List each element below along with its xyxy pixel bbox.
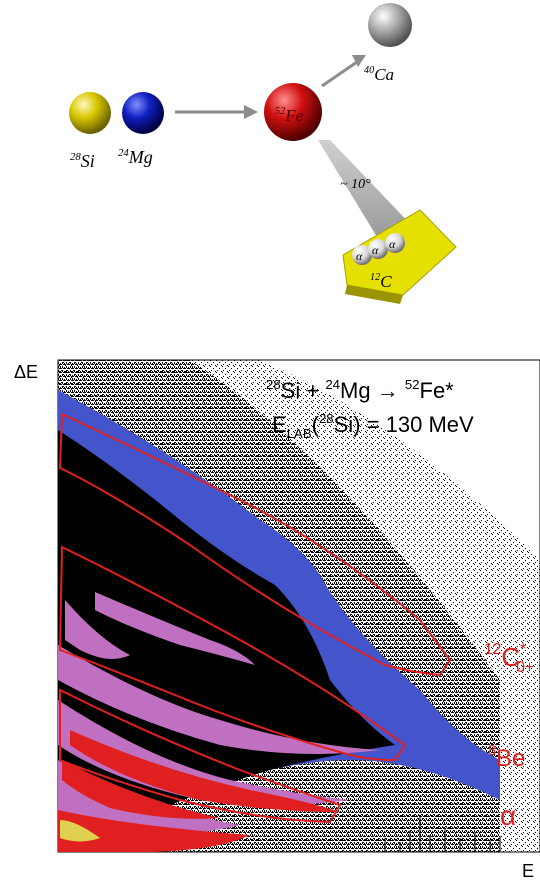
- alpha-particle-3: [385, 233, 405, 253]
- pink-band-4: [58, 700, 350, 805]
- calcium-nucleus: [368, 3, 412, 47]
- silicon-nucleus: [69, 92, 111, 134]
- label-alpha: α: [500, 800, 516, 831]
- alpha-label-2: α: [372, 243, 379, 257]
- noise-spikes: [384, 815, 501, 852]
- calcium-label: 40Ca: [364, 65, 394, 84]
- calcium-arrow: [321, 55, 366, 88]
- pink-band-2: [65, 600, 130, 659]
- magnesium-nucleus: [122, 92, 164, 134]
- red-band-3: [58, 810, 250, 852]
- silicon-label: 28Si: [70, 151, 95, 171]
- magnesium-label: 24Mg: [118, 147, 153, 167]
- pink-band-1: [95, 592, 255, 665]
- red-band-2: [62, 760, 220, 819]
- gate-be8: [58, 545, 407, 762]
- detector: [342, 209, 457, 296]
- iron-label: 52Fe: [275, 106, 304, 125]
- carbon-label: 12C: [370, 272, 392, 291]
- x-axis-label: E: [522, 861, 534, 881]
- y-axis-label: ΔE: [14, 362, 38, 382]
- emission-cone: [318, 140, 418, 250]
- alpha-label-1: α: [356, 249, 363, 263]
- detector-shadow: [345, 285, 403, 304]
- label-be8: 8Be: [488, 743, 525, 772]
- label-c12: 12C* 0+: [484, 641, 534, 676]
- yellow-spot: [60, 820, 100, 842]
- alpha-particle-2: [368, 239, 388, 259]
- beam-energy: ELAB(28Si) = 130 MeV: [272, 411, 474, 441]
- red-band-1: [70, 730, 340, 812]
- alpha-label-3: α: [389, 237, 396, 251]
- reaction-diagram: 28Si 24Mg 52Fe 40Ca ~ 10° α α α 12C: [69, 3, 457, 304]
- spectrum-plot: ΔE E 28Si + 24Mg → 52Fe* ELAB(28Si) = 13…: [14, 359, 540, 881]
- angle-label: ~ 10°: [340, 177, 371, 192]
- beam-arrow: [175, 105, 258, 119]
- alpha-particle-1: [352, 245, 372, 265]
- pink-band-3: [58, 645, 380, 754]
- gate-alpha: [59, 688, 342, 824]
- reaction-equation: 28Si + 24Mg → 52Fe*: [266, 377, 454, 403]
- gate-c12: [58, 412, 452, 677]
- iron-compound-nucleus: [264, 83, 322, 141]
